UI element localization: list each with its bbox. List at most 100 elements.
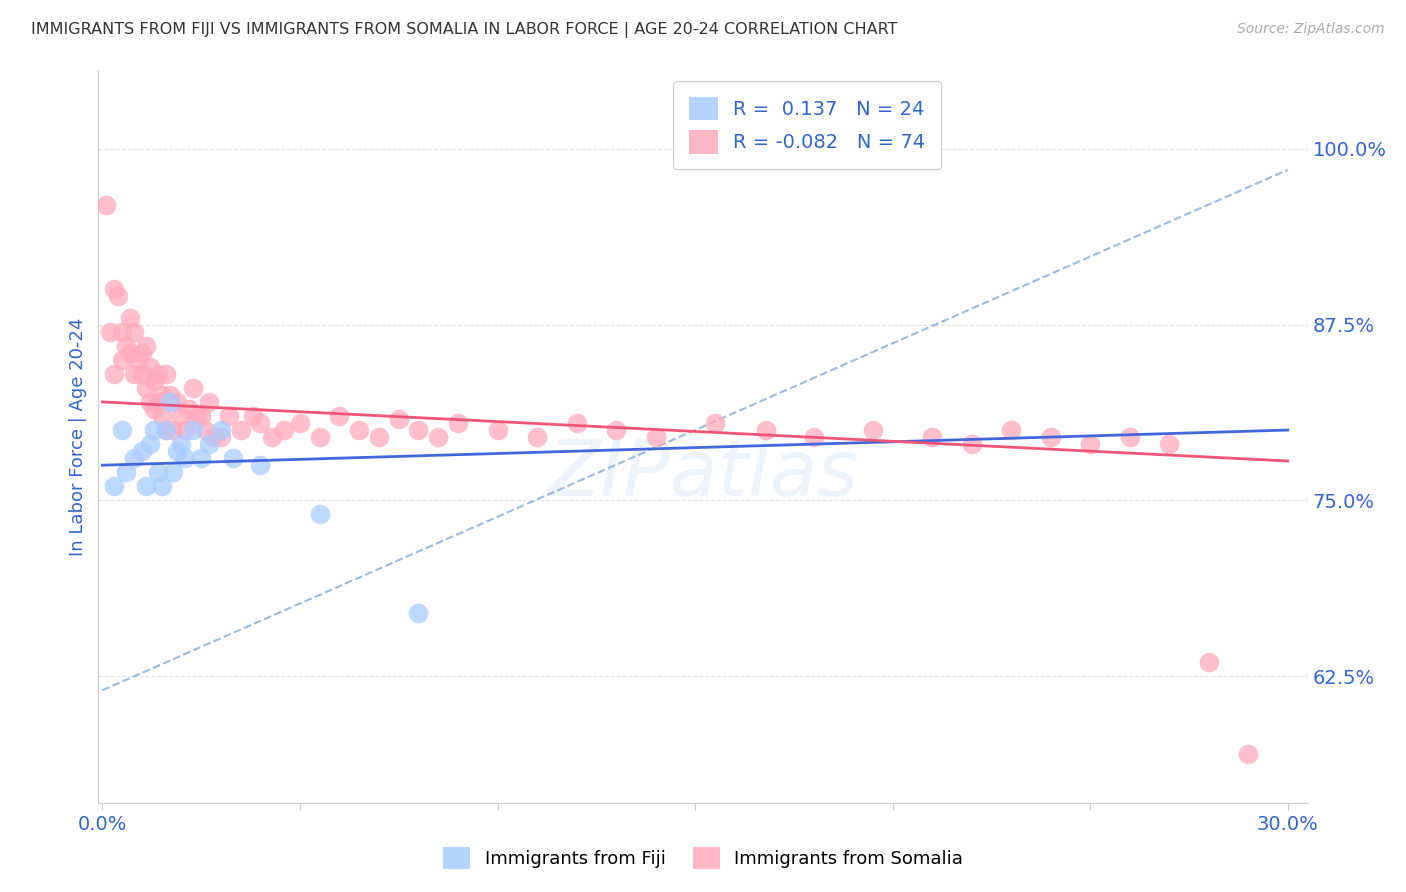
Point [131,367,153,381]
Point [347,423,370,437]
Point [181,381,204,395]
Point [921,430,943,444]
Point [218,409,240,423]
Point [115,338,138,352]
Point [209,423,232,437]
Point [1078,437,1101,451]
Point [107,289,129,303]
Legend: Immigrants from Fiji, Immigrants from Somalia: Immigrants from Fiji, Immigrants from So… [436,839,970,876]
Point [122,325,145,339]
Point [150,479,173,493]
Point [198,437,221,451]
Point [170,409,193,423]
Text: ZIPatlas: ZIPatlas [547,435,859,512]
Legend: R =  0.137   N = 24, R = -0.082   N = 74: R = 0.137 N = 24, R = -0.082 N = 74 [673,81,941,169]
Point [142,401,165,416]
Point [388,411,411,425]
Point [644,430,666,444]
Point [135,479,157,493]
Point [190,451,212,466]
Point [115,465,138,479]
Point [1000,423,1022,437]
Point [190,409,212,423]
Point [181,423,204,437]
Point [194,423,217,437]
Point [308,508,330,522]
Point [135,338,157,352]
Point [408,606,430,620]
Point [118,345,141,359]
Point [142,374,165,388]
Point [142,423,165,437]
Point [605,423,627,437]
Point [155,423,177,437]
Point [155,367,177,381]
Point [111,325,134,339]
Point [139,395,162,409]
Point [150,409,173,423]
Point [162,423,184,437]
Point [249,458,271,473]
Point [408,423,430,437]
Point [131,345,153,359]
Point [166,395,188,409]
Point [288,416,311,430]
Text: IMMIGRANTS FROM FIJI VS IMMIGRANTS FROM SOMALIA IN LABOR FORCE | AGE 20-24 CORRE: IMMIGRANTS FROM FIJI VS IMMIGRANTS FROM … [31,22,897,38]
Point [146,465,169,479]
Point [960,437,983,451]
Point [139,359,162,374]
Point [202,430,225,444]
Point [526,430,548,444]
Point [111,423,134,437]
Point [155,423,177,437]
Point [229,423,252,437]
Point [1119,430,1142,444]
Point [803,430,825,444]
Point [127,352,149,367]
Point [427,430,450,444]
Point [166,444,188,458]
Point [139,437,162,451]
Point [368,430,391,444]
Point [186,409,208,423]
Point [103,479,125,493]
Point [146,367,169,381]
Point [703,416,725,430]
Point [135,381,157,395]
Point [162,465,184,479]
Point [122,367,145,381]
Point [198,395,221,409]
Point [262,430,284,444]
Point [146,395,169,409]
Point [1237,747,1260,761]
Point [755,423,778,437]
Point [170,437,193,451]
Point [308,430,330,444]
Point [179,401,201,416]
Point [174,451,197,466]
Point [150,388,173,402]
Point [447,416,470,430]
Point [174,423,197,437]
Y-axis label: In Labor Force | Age 20-24: In Labor Force | Age 20-24 [69,318,87,557]
Point [103,367,125,381]
Point [273,423,295,437]
Point [249,416,271,430]
Point [1039,430,1062,444]
Point [122,451,145,466]
Point [328,409,350,423]
Point [242,409,264,423]
Point [159,388,181,402]
Point [118,310,141,325]
Text: Source: ZipAtlas.com: Source: ZipAtlas.com [1237,22,1385,37]
Point [96,198,118,212]
Point [222,451,245,466]
Point [159,395,181,409]
Point [1198,655,1220,669]
Point [98,325,121,339]
Point [565,416,588,430]
Point [209,430,232,444]
Point [131,444,153,458]
Point [1159,437,1181,451]
Point [862,423,884,437]
